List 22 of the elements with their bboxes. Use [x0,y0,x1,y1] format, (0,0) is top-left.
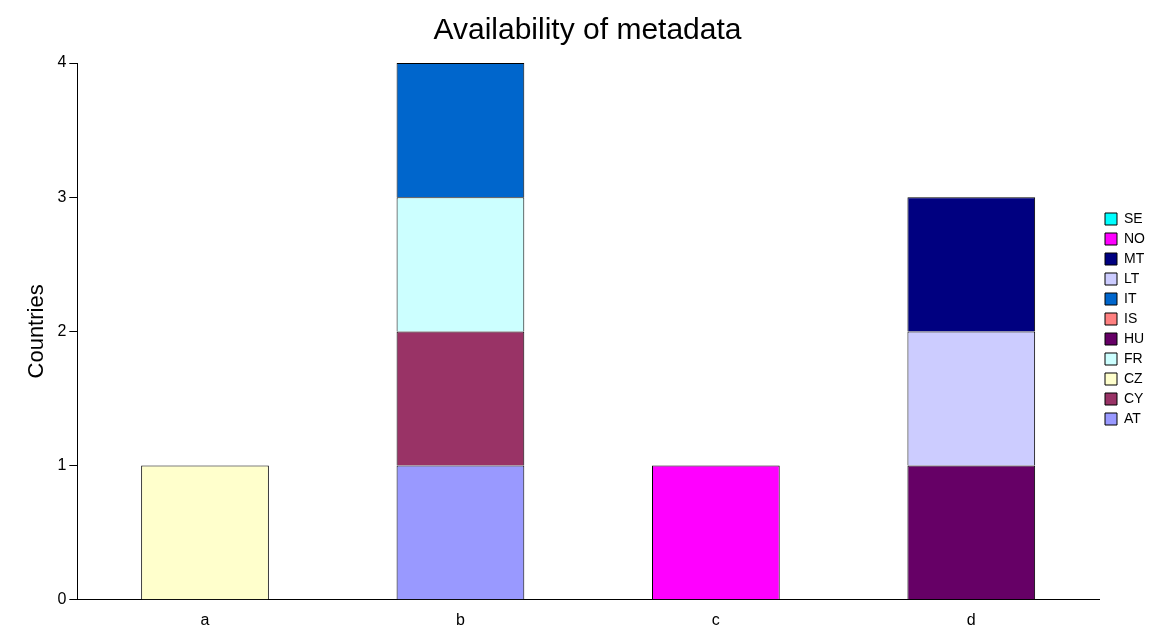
legend-label: CY [1124,389,1145,406]
legend-label: CZ [1124,369,1144,386]
x-tick-label: d [966,610,976,628]
y-tick-label: 2 [57,321,67,339]
y-axis-title: Countries [23,284,49,379]
y-tick-label: 3 [57,187,67,205]
legend-label: MT [1124,249,1145,266]
legend-label: IT [1124,289,1137,306]
legend-label: SE [1124,209,1143,226]
legend-label: HU [1124,329,1145,346]
y-tick-label: 4 [57,53,67,71]
y-tick-label: 0 [57,590,67,608]
x-tick-label: c [711,610,720,628]
legend-label: AT [1124,409,1142,426]
legend-label: FR [1124,349,1143,366]
y-tick-label: 1 [57,456,67,474]
legend-label: LT [1124,269,1140,286]
chart-title: Availability of metadata [433,12,742,46]
legend-label: IS [1124,309,1138,326]
legend-label: NO [1124,229,1146,246]
x-tick-label: b [455,610,465,628]
x-tick-label: a [200,610,210,628]
